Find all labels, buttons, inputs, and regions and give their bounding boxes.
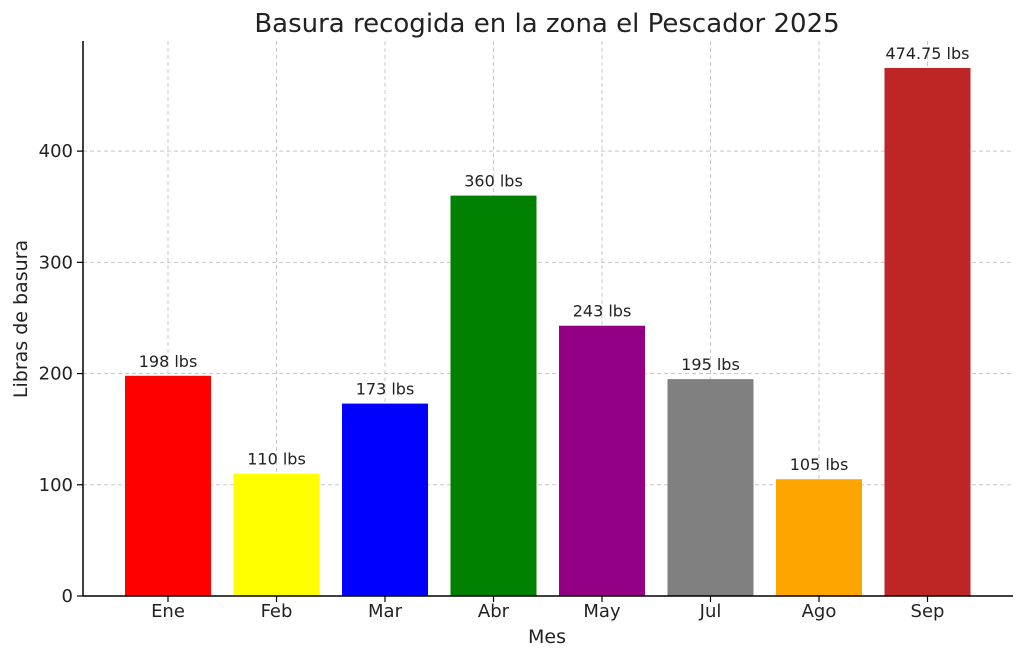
- data-label: 110 lbs: [247, 450, 306, 469]
- axes: [82, 41, 1013, 597]
- bar-jul: [667, 379, 754, 596]
- bar-sep: [884, 67, 971, 597]
- data-label: 243 lbs: [573, 302, 632, 321]
- ticks: 0 100 200 300 400 Ene Feb Mar Abr May Jul Ago Sep: [39, 141, 945, 622]
- y-axis-label: Libras de basura: [10, 240, 32, 398]
- data-label: 195 lbs: [681, 355, 740, 374]
- x-axis-label: Mes: [528, 626, 566, 648]
- y-tick-label: 300: [39, 252, 73, 273]
- x-tick-label: Ene: [151, 601, 185, 622]
- y-tick-label: 100: [39, 475, 73, 496]
- data-label: 105 lbs: [790, 455, 849, 474]
- x-tick-label: Ago: [802, 601, 837, 622]
- bar-abr: [450, 195, 537, 597]
- y-tick-label: 200: [39, 364, 73, 385]
- x-tick-label: Abr: [478, 601, 510, 622]
- data-labels: 198 lbs 110 lbs 173 lbs 360 lbs 243 lbs 195 l…: [139, 44, 970, 474]
- bar-may: [559, 325, 645, 596]
- data-label: 198 lbs: [139, 352, 198, 371]
- bars: [125, 67, 971, 597]
- grid-lines: [83, 41, 1013, 596]
- x-tick-label: Mar: [368, 601, 403, 622]
- x-tick-label: May: [583, 601, 621, 622]
- bar-ene: [125, 375, 211, 596]
- x-tick-label: Sep: [911, 601, 945, 622]
- y-tick-label: 400: [39, 141, 73, 162]
- y-tick-label: 0: [62, 586, 73, 607]
- bar-feb: [233, 473, 320, 596]
- x-tick-label: Feb: [261, 601, 293, 622]
- data-label: 173 lbs: [356, 380, 415, 399]
- data-label: 360 lbs: [464, 172, 523, 191]
- bar-mar: [342, 403, 428, 596]
- chart-title: Basura recogida en la zona el Pescador 2…: [254, 9, 839, 39]
- data-label: 474.75 lbs: [885, 44, 969, 63]
- bar-ago: [776, 479, 862, 596]
- x-tick-label: Jul: [699, 601, 722, 622]
